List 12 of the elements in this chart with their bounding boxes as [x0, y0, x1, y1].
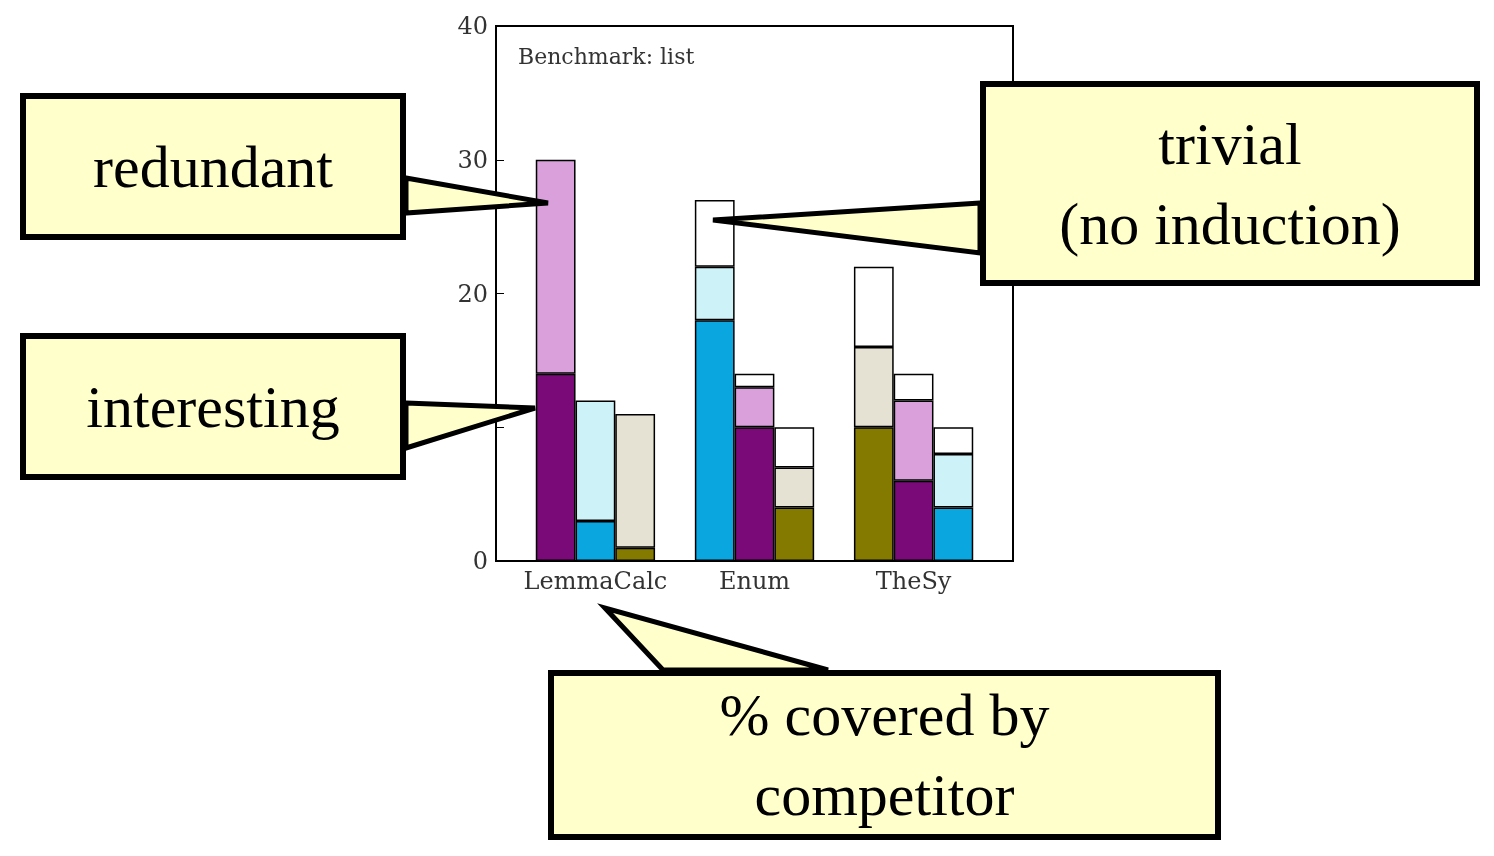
text: redundant: [20, 93, 406, 240]
text: % covered by competitor: [548, 670, 1221, 840]
x-tick-label: TheSy: [875, 567, 952, 595]
y-tick-label: 0: [472, 547, 488, 575]
y-tick-label: 30: [457, 145, 488, 174]
y-tick-label: 40: [457, 12, 488, 40]
text: interesting: [20, 333, 406, 480]
x-tick-label: Enum: [718, 567, 791, 595]
x-tick-label: LemmaCalc: [523, 567, 668, 595]
y-tick-label: 20: [457, 279, 488, 308]
text: Benchmark: list: [518, 43, 695, 69]
text: trivial (no induction): [980, 81, 1480, 286]
